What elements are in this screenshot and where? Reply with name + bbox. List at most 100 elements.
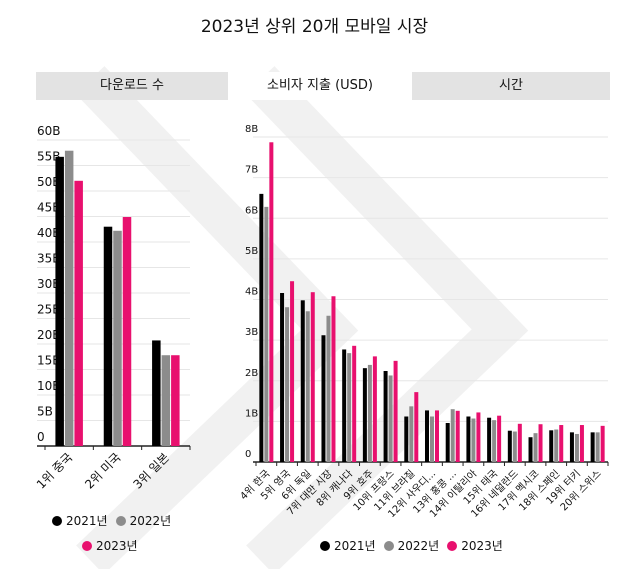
bar-2022년-13위 홍콩 ... [450,409,455,462]
bar-2021년-14위 이탈리아 [466,416,471,462]
legend-2021-dot [320,540,330,551]
bar-2023년-17위 멕시코 [538,424,543,462]
bar-2021년-19위 터키 [569,432,574,462]
y-tick-label: 3B [245,327,258,338]
y-tick-label: 25B [37,303,61,317]
bar-2021년-12위 사우디... [425,410,429,462]
legend-2023-label[interactable]: 2023년 [461,539,503,553]
tab-downloads[interactable]: 다운로드 수 [100,78,164,93]
bar-2021년-13위 홍콩 ... [445,423,450,462]
bar-2023년-2위 미국 [122,217,132,446]
bar-2022년-16위 네덜란드 [512,431,517,462]
bar-2023년-5위 영국 [290,281,295,462]
bar-2023년-18위 스페인 [559,425,564,462]
bar-2023년-4위 한국 [269,142,274,462]
legend-2022-dot [115,515,126,526]
bar-2021년-7위 대만 시장 [321,335,326,462]
y-tick-label: 30B [37,277,61,291]
bar-2023년-1위 중국 [74,180,83,447]
bar-2022년-14위 이탈리아 [471,418,476,462]
y-tick-label: 8B [245,124,258,135]
bar-2021년-16위 네덜란드 [507,430,512,462]
bar-2023년-13위 홍콩 ... [455,410,460,462]
bar-2021년-5위 영국 [280,293,285,462]
y-tick-label: 5B [245,246,258,257]
y-tick-label: 15B [37,354,61,368]
bar-2022년-17위 멕시코 [533,433,538,462]
legend-2021-label[interactable]: 2021년 [66,514,108,528]
bar-2021년-18위 스페인 [549,430,554,462]
legend-2021-dot [52,515,62,526]
bar-2022년-6위 독일 [305,311,310,462]
bar-2022년-20위 스위스 [595,432,600,462]
bar-2023년-11위 브라질 [414,392,419,462]
bar-2022년-18위 스페인 [554,429,559,462]
bar-2022년-2위 미국 [113,230,122,446]
y-tick-label: 60B [37,124,61,138]
bar-2022년-9위 호주 [367,364,372,462]
bar-2021년-15위 태국 [487,417,492,462]
bar-2023년-8위 캐나다 [352,345,357,462]
bar-2022년-1위 중국 [64,150,74,446]
bar-2023년-3위 일본 [171,355,180,446]
legend-2022-label[interactable]: 2022년 [129,514,172,528]
tab-time[interactable]: 시간 [499,78,523,93]
bar-2022년-19위 터키 [574,433,579,462]
y-tick-label: 10B [37,379,61,393]
y-tick-label: 6B [245,205,258,216]
legend-2022-dot [383,540,394,551]
bar-2023년-19위 터키 [579,425,584,462]
bar-2021년-17위 멕시코 [528,437,533,462]
y-tick-label: 1B [245,408,258,419]
bar-2022년-12위 사우디... [430,416,434,462]
bar-2021년-9위 호주 [362,368,367,462]
y-tick-label: 20B [37,328,61,342]
y-tick-label: 55B [37,150,61,164]
bar-2021년-6위 독일 [300,300,305,462]
y-tick-label: 50B [37,175,61,189]
bar-2023년-15위 태국 [497,415,502,462]
bar-2023년-20위 스위스 [600,425,605,462]
y-tick-label: 0 [37,430,45,444]
y-tick-label: 2B [245,368,258,379]
bar-2022년-10위 프랑스 [388,375,393,462]
legend-2022-label[interactable]: 2022년 [397,539,440,553]
bar-2023년-12위 사우디... [435,410,439,462]
y-tick-label: 5B [37,405,53,419]
bar-2021년-8위 캐나다 [342,349,347,462]
bar-2022년-8위 캐나다 [347,353,352,462]
bar-2022년-5위 영국 [285,307,290,462]
bar-2022년-15위 태국 [492,420,497,462]
legend-2021-label[interactable]: 2021년 [334,539,376,553]
legend-left-row1: 2021년 2022년 [52,512,171,529]
bar-2021년-2위 미국 [103,226,113,446]
y-tick-label: 40B [37,226,61,240]
legend-2023-label[interactable]: 2023년 [96,539,138,553]
bar-2022년-11위 브라질 [409,406,414,462]
y-tick-label: 7B [245,165,258,176]
bar-2021년-11위 브라질 [404,416,409,462]
bar-2022년-4위 한국 [264,206,269,462]
bar-2023년-10위 프랑스 [393,360,398,462]
bar-2021년-1위 중국 [55,156,64,446]
bar-2021년-20위 스위스 [590,432,595,462]
page-title: 2023년 상위 20개 모바일 시장 [200,17,429,37]
tab-consumer-spend[interactable]: 소비자 지출 (USD) [228,72,412,100]
y-tick-label: 35B [37,252,61,266]
bar-2023년-9위 호주 [372,356,377,462]
bar-2021년-10위 프랑스 [383,371,388,462]
bar-2022년-7위 대만 시장 [326,315,331,462]
legend-2023-dot [447,540,458,551]
bar-2023년-6위 독일 [310,292,315,462]
legend-right: 2021년 2022년 2023년 [320,537,503,554]
y-tick-label: 0 [245,449,251,460]
bar-2023년-7위 대만 시장 [331,296,336,462]
bar-2022년-3위 일본 [161,355,171,446]
legend-left-row2: 2023년 [82,537,138,554]
tab-bar: 다운로드 수 소비자 지출 (USD) 시간 [36,72,610,100]
bar-2023년-16위 네덜란드 [517,423,522,462]
y-tick-label: 4B [245,287,258,298]
bar-2023년-14위 이탈리아 [476,412,481,462]
